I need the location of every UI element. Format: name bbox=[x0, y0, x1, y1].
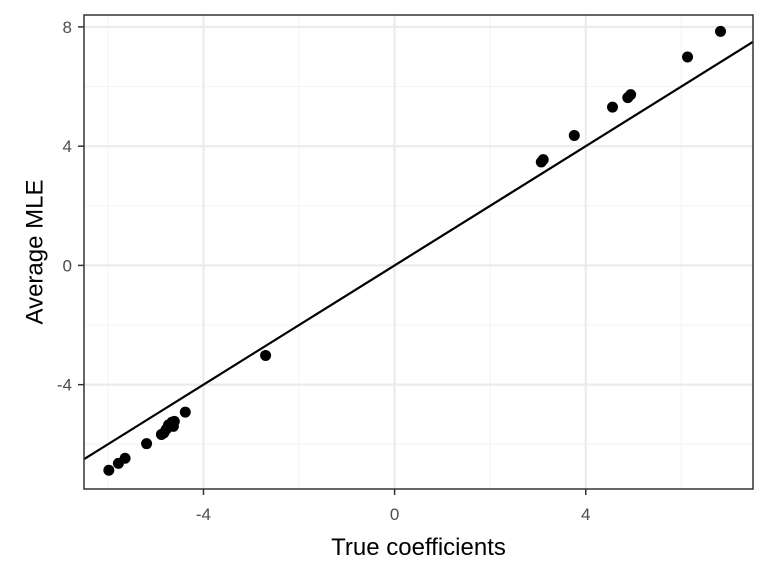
reference-line bbox=[83, 40, 754, 461]
x-axis: -4 0 4 bbox=[196, 489, 590, 524]
reference-line-group bbox=[83, 40, 754, 461]
data-point bbox=[625, 89, 637, 101]
major-gridlines bbox=[84, 15, 753, 489]
data-point bbox=[141, 438, 153, 450]
y-tick-label: 0 bbox=[63, 256, 72, 275]
y-tick-label: 8 bbox=[63, 18, 72, 37]
data-point bbox=[167, 420, 179, 432]
data-point bbox=[607, 101, 619, 113]
data-point bbox=[537, 154, 549, 166]
y-axis-title: Average MLE bbox=[21, 180, 48, 325]
data-point bbox=[682, 51, 694, 63]
y-tick-label: 4 bbox=[63, 137, 72, 156]
x-tick-label: -4 bbox=[196, 505, 211, 524]
data-point bbox=[568, 129, 580, 141]
x-tick-label: 0 bbox=[390, 505, 399, 524]
x-axis-title: True coefficients bbox=[331, 534, 506, 561]
data-point bbox=[179, 406, 191, 418]
data-points bbox=[103, 25, 727, 476]
y-tick-label: -4 bbox=[57, 376, 72, 395]
x-tick-label: 4 bbox=[581, 505, 590, 524]
y-axis: -4 0 4 8 bbox=[57, 18, 84, 395]
panel-border bbox=[83, 14, 754, 490]
minor-gridlines bbox=[84, 15, 753, 489]
data-point bbox=[260, 349, 272, 361]
data-point bbox=[715, 25, 727, 37]
data-point bbox=[103, 464, 115, 476]
data-point bbox=[119, 452, 131, 464]
